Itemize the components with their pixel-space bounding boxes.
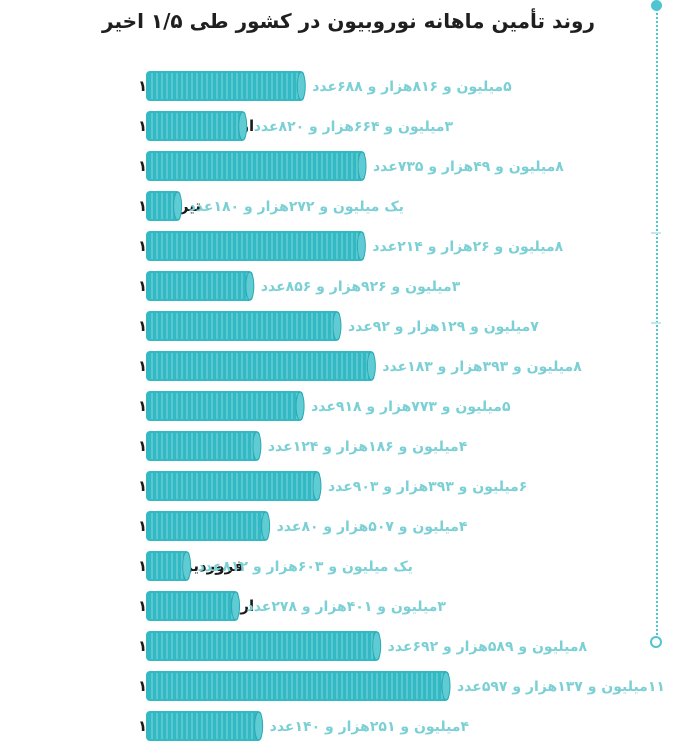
bar-row: آذر ۱۴۰۱۵میلیون و ۷۷۳هزار و ۹۱۸عدد [138, 391, 511, 421]
value-label: یک میلیون و ۶۰۳هزار و ۸۱۲عدد [198, 559, 413, 575]
bar-stripes [151, 233, 363, 259]
bar-end-cap [182, 551, 192, 581]
timeline-dot-bottom [650, 636, 662, 648]
bar-end-cap [357, 151, 367, 181]
bar-row: تیر ۱۴۰۱یک میلیون و ۲۷۲هزار و ۱۸۰عدد [138, 191, 404, 221]
bar-row: فروردین ۱۴۰۱۵میلیون و ۸۱۶هزار و ۶۸۸عدد [138, 71, 512, 101]
bar-end-cap [441, 671, 451, 701]
bar-row: اردیبهشت ۱۴۰۲۳میلیون و ۴۰۱هزار و ۲۷۸عدد [138, 591, 446, 621]
bar-row: مهر ۱۴۰۱۷میلیون و ۱۲۹هزار و ۹۲عدد [138, 311, 539, 341]
bar-end-cap [245, 271, 255, 301]
timeline-tick [651, 322, 661, 324]
timeline-dot-top [651, 0, 662, 11]
bar [146, 271, 253, 301]
bar-end-cap [372, 631, 382, 661]
bar-end-cap [296, 71, 306, 101]
bar-end-cap [312, 471, 322, 501]
bar-stripes [151, 73, 303, 99]
bar [146, 111, 246, 141]
bar [146, 391, 304, 421]
bar-row: خرداد ۱۴۰۲۸میلیون و ۵۸۹هزار و ۶۹۲عدد [138, 631, 588, 661]
value-label: ۳میلیون و ۴۰۱هزار و ۲۷۸عدد [247, 599, 447, 615]
bar-end-cap [231, 591, 241, 621]
bar-stripes [151, 713, 258, 739]
bar-row: شهریور ۱۴۰۱۳میلیون و ۹۲۶هزار و ۸۵۶عدد [138, 271, 461, 301]
bar-end-cap [173, 191, 183, 221]
bar-row: دی ۱۴۰۱۴میلیون و ۱۸۶هزار و ۱۲۴عدد [138, 431, 468, 461]
bar [146, 351, 375, 381]
bar-stripes [151, 273, 248, 299]
value-label: ۸میلیون و ۴۹هزار و ۷۳۵عدد [373, 159, 564, 175]
bar-row: فروردین ۱۴۰۲یک میلیون و ۶۰۳هزار و ۸۱۲عدد [138, 551, 413, 581]
bar-stripes [151, 153, 363, 179]
bar-stripes [151, 313, 338, 339]
bar-stripes [151, 353, 373, 379]
value-label: ۵میلیون و ۷۷۳هزار و ۹۱۸عدد [311, 399, 511, 415]
bar-row: تیر ۱۴۰۲۱۱میلیون و ۱۳۷هزار و ۵۹۷عدد [138, 671, 665, 701]
bar-end-cap [356, 231, 366, 261]
bar [146, 711, 262, 741]
bar-end-cap [261, 511, 271, 541]
bar [146, 311, 340, 341]
bar-stripes [151, 633, 378, 659]
value-label: ۷میلیون و ۱۲۹هزار و ۹۲عدد [348, 319, 539, 335]
bar-row: اسفند ۱۴۰۱۴میلیون و ۵۰۷هزار و ۸۰عدد [138, 511, 468, 541]
bar-stripes [151, 673, 443, 699]
bar-end-cap [254, 711, 264, 741]
bar [146, 71, 305, 101]
value-label: ۳میلیون و ۶۶۴هزار و ۸۲۰عدد [254, 119, 454, 135]
value-label: ۴میلیون و ۱۸۶هزار و ۱۲۴عدد [268, 439, 468, 455]
value-label: ۴میلیون و ۲۵۱هزار و ۱۴۰عدد [270, 719, 470, 735]
chart-title: روند تأمین ماهانه نوروبیون در کشور طی ۱/… [102, 9, 595, 33]
bar-row: بهمن ۱۴۰۱۶میلیون و ۳۹۳هزار و ۹۰۳عدد [138, 471, 527, 501]
bar-stripes [151, 513, 263, 539]
bar-end-cap [252, 431, 262, 461]
value-label: ۴میلیون و ۵۰۷هزار و ۸۰عدد [277, 519, 468, 535]
bar-stripes [151, 433, 258, 459]
bar-row: آبان ۱۴۰۱۸میلیون و ۳۹۳هزار و ۱۸۳عدد [138, 351, 582, 381]
value-label: ۸میلیون و ۵۸۹هزار و ۶۹۲عدد [388, 639, 588, 655]
bar-stripes [151, 113, 243, 139]
value-label: ۸میلیون و ۳۹۳هزار و ۱۸۳عدد [382, 359, 582, 375]
value-label: یک میلیون و ۲۷۲هزار و ۱۸۰عدد [189, 199, 404, 215]
bar [146, 151, 365, 181]
value-label: ۶میلیون و ۳۹۳هزار و ۹۰۳عدد [328, 479, 527, 495]
bar-end-cap [332, 311, 342, 341]
bar-row: خرداد ۱۴۰۱۸میلیون و ۴۹هزار و ۷۳۵عدد [138, 151, 564, 181]
bar-row: اردیبهشت ۱۴۰۱۳میلیون و ۶۶۴هزار و ۸۲۰عدد [138, 111, 454, 141]
value-label: ۳میلیون و ۹۲۶هزار و ۸۵۶عدد [261, 279, 461, 295]
value-label: ۵میلیون و ۸۱۶هزار و ۶۸۸عدد [312, 79, 512, 95]
bar [146, 431, 260, 461]
bar-stripes [151, 593, 233, 619]
bar-end-cap [295, 391, 305, 421]
bar [146, 631, 380, 661]
bar-stripes [151, 473, 318, 499]
value-label: ۸میلیون و ۲۶هزار و ۲۱۴عدد [372, 239, 563, 255]
timeline-tick [651, 232, 661, 234]
bar [146, 471, 320, 501]
bar-end-cap [366, 351, 376, 381]
value-label: ۱۱میلیون و ۱۳۷هزار و ۵۹۷عدد [457, 679, 665, 695]
timeline-line [656, 6, 658, 642]
bar-end-cap [238, 111, 248, 141]
bar-row: مرداد ۱۴۰۲۴میلیون و ۲۵۱هزار و ۱۴۰عدد [138, 711, 470, 741]
bar [146, 231, 365, 261]
bar-stripes [151, 393, 298, 419]
bar-row: مرداد ۱۴۰۱۸میلیون و ۲۶هزار و ۲۱۴عدد [138, 231, 564, 261]
